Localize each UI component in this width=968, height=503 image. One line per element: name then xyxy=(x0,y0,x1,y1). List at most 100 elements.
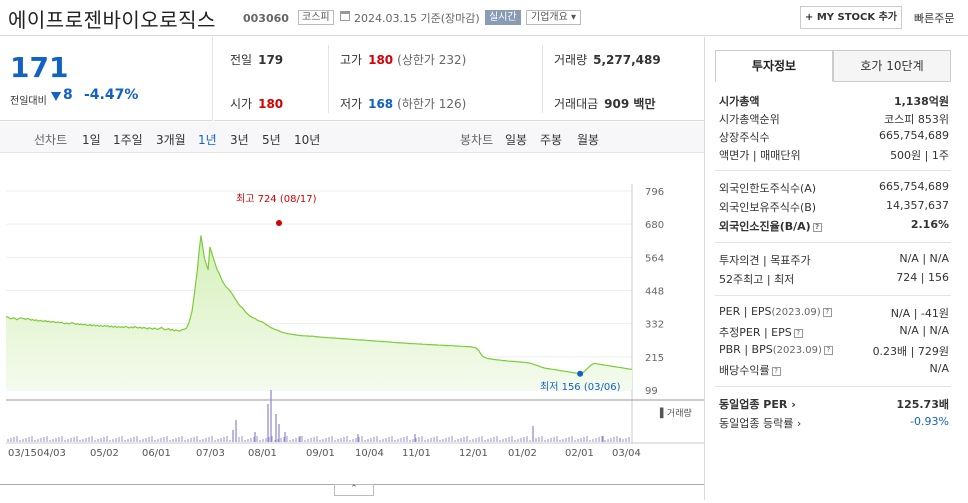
prev-close-value: 179 xyxy=(258,53,284,67)
divider xyxy=(715,170,951,171)
tab-daily-candle[interactable]: 일봉 xyxy=(505,133,528,147)
help-icon[interactable]: ? xyxy=(823,345,833,355)
low-label: 최저 156 (03/06) xyxy=(540,381,621,393)
realtime-button[interactable]: 실시간 xyxy=(485,10,521,25)
collapse-chart-button[interactable]: ⌃ xyxy=(334,484,374,496)
help-icon[interactable]: ? xyxy=(822,307,832,317)
shares-value: 665,754,689 xyxy=(879,129,949,142)
opinion-row: 투자의견 | 목표주가 N/A | N/A xyxy=(719,252,949,270)
w52-high-label: 52주최고 xyxy=(719,273,764,286)
chevron-down-icon: ▾ xyxy=(571,12,577,23)
high-value: 180 xyxy=(368,53,394,67)
y-tick-label: 796 xyxy=(645,187,664,198)
low-value: 168 xyxy=(368,97,394,111)
eps-date: (2023.09) xyxy=(771,307,821,318)
price-chart-svg: 796 680 564 448 332 215 99 최고 724 (08/17) 최저 156… xyxy=(6,184,704,459)
industry-rate-row: 동일업종 등락률 › -0.93% xyxy=(719,415,949,433)
stock-code: 003060 xyxy=(243,12,289,25)
industry-rate-value: -0.93% xyxy=(910,415,949,428)
company-name: 에이프로젠바이오로직스 xyxy=(8,8,216,32)
chart-period-tabs: 선차트 1일 1주일 3개월 1년 3년 5년 10년 봉차트 일봉 주봉 월봉 xyxy=(0,122,704,153)
open-value: 180 xyxy=(258,97,284,111)
rank-label: 시가총액순위 xyxy=(719,113,780,126)
tab-3year[interactable]: 3년 xyxy=(230,133,249,147)
x-tick-label: 12/01 xyxy=(459,448,488,459)
par-row: 액면가 | 매매단위 500원 | 1주 xyxy=(719,147,949,165)
help-icon[interactable]: ? xyxy=(771,366,781,376)
x-tick-label: 01/02 xyxy=(508,448,537,459)
tab-3month[interactable]: 3개월 xyxy=(156,133,186,147)
help-icon[interactable]: ? xyxy=(793,328,803,338)
rank-value: 코스피 853위 xyxy=(884,113,949,126)
x-tick-label: 03/04 xyxy=(612,448,641,459)
foreign-limit-label: 외국인한도주식수(A) xyxy=(719,182,817,195)
eps-text: EPS xyxy=(750,305,772,318)
quick-order-link[interactable]: 빠른주문 xyxy=(914,12,955,25)
tab-1day[interactable]: 1일 xyxy=(82,133,101,147)
tab-invest-info[interactable]: 투자정보 xyxy=(715,50,833,82)
foreign-ratio-label: 외국인소진율(B/A)? xyxy=(719,218,822,234)
tab-weekly-candle[interactable]: 주봉 xyxy=(540,133,563,147)
shares-row: 상장주식수 665,754,689 xyxy=(719,129,949,147)
y-tick-label: 680 xyxy=(645,220,664,231)
company-info-label: 기업개요 xyxy=(531,12,568,23)
est-per-value: N/A | N/A xyxy=(899,324,949,337)
pbr-row: PBR | BPS(2023.09)? 0.23배 | 729원 xyxy=(719,343,949,361)
opinion-label: 투자의견 | 목표주가 xyxy=(719,254,811,267)
divider xyxy=(542,45,543,113)
chevron-right-icon[interactable]: › xyxy=(796,417,802,430)
tab-1year[interactable]: 1년 xyxy=(198,133,217,147)
foreign-ratio-row: 외국인소진율(B/A)? 2.16% xyxy=(719,218,949,236)
dividend-label: 배당수익률? xyxy=(719,362,781,378)
price-chart: 796 680 564 448 332 215 99 최고 724 (08/17) 최저 156… xyxy=(0,154,704,500)
foreign-ratio-value: 2.16% xyxy=(910,218,949,231)
w52-low-label: 최저 xyxy=(774,273,795,286)
tab-1week[interactable]: 1주일 xyxy=(113,133,143,147)
x-tick-label: 05/02 xyxy=(90,448,119,459)
x-tick-label: 02/01 xyxy=(565,448,594,459)
change-value: 8 xyxy=(63,87,73,103)
divider xyxy=(715,295,951,296)
industry-per-row: 동일업종 PER › 125.73배 xyxy=(719,396,949,414)
trade-unit-label: 매매단위 xyxy=(760,149,801,162)
opinion-text: 투자의견 xyxy=(719,254,760,267)
market-cap-row: 시가총액 1,138억원 xyxy=(719,93,949,111)
company-info-dropdown[interactable]: 기업개요 ▾ xyxy=(526,10,582,25)
lower-limit: (하한가 126) xyxy=(397,97,467,111)
par-label: 액면가 | 매매단위 xyxy=(719,149,801,162)
x-tick-label: 08/01 xyxy=(248,448,277,459)
dividend-value: N/A xyxy=(929,362,949,375)
foreign-hold-value: 14,357,637 xyxy=(886,199,949,212)
foreign-hold-row: 외국인보유주식수(B) 14,357,637 xyxy=(719,199,949,217)
price-line xyxy=(6,235,633,375)
divider xyxy=(328,45,329,113)
help-icon[interactable]: ? xyxy=(812,222,822,232)
chevron-right-icon[interactable]: › xyxy=(791,398,796,411)
add-my-stock-button[interactable]: + MY STOCK 추가 xyxy=(800,6,902,29)
market-badge: 코스피 xyxy=(298,10,334,25)
x-tick-label: 07/03 xyxy=(196,448,225,459)
market-cap-label: 시가총액 xyxy=(719,95,760,108)
bps-date: (2023.09) xyxy=(772,345,822,356)
per-row: PER | EPS(2023.09)? N/A | -41원 xyxy=(719,305,949,323)
market-cap-value: 1,138억원 xyxy=(893,95,949,108)
tab-10year[interactable]: 10년 xyxy=(294,133,321,147)
low-label: 저가 xyxy=(340,97,363,111)
tab-orderbook[interactable]: 호가 10단계 xyxy=(833,50,951,82)
tab-monthly-candle[interactable]: 월봉 xyxy=(577,133,600,147)
foreign-limit-row: 외국인한도주식수(A) 665,754,689 xyxy=(719,180,949,198)
per-label: PER | EPS(2023.09)? xyxy=(719,305,832,318)
est-per-text: 추정PER xyxy=(719,326,761,339)
industry-rate-text: 동일업종 등락률 xyxy=(719,417,794,430)
change-percent: -4.47% xyxy=(84,87,139,103)
est-eps-text: EPS xyxy=(771,326,792,339)
foreign-ratio-text: 외국인소진율(B/A) xyxy=(719,220,811,233)
tab-5year[interactable]: 5년 xyxy=(262,133,281,147)
rank-row: 시가총액순위 코스피 853위 xyxy=(719,111,949,129)
x-tick-label: 09/01 xyxy=(306,448,335,459)
high-marker xyxy=(276,220,282,226)
change-label: 전일대비 xyxy=(10,96,47,107)
open-label: 시가 xyxy=(230,97,253,111)
open-price: 시가 180 xyxy=(230,95,283,112)
volume: 거래량 5,277,489 xyxy=(554,51,661,68)
